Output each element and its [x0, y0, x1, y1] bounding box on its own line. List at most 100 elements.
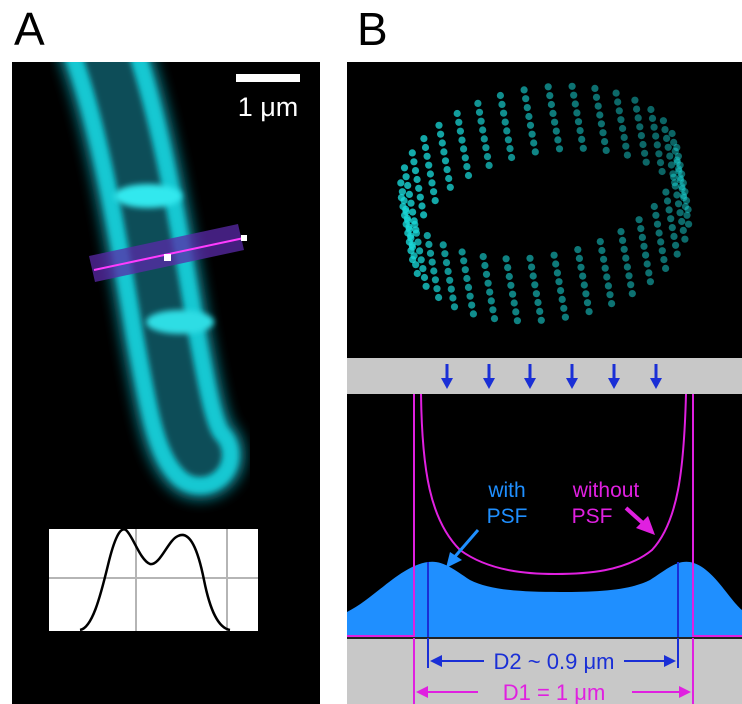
- cylinder-dot: [551, 118, 559, 126]
- with-psf-profile: [347, 561, 742, 638]
- cylinder-dot: [638, 233, 647, 241]
- cylinder-dot: [656, 159, 665, 167]
- cylinder-dot: [684, 205, 692, 214]
- cylinder-dot: [652, 132, 660, 140]
- cylinder-dot: [682, 197, 691, 205]
- cylinder-dot: [530, 139, 538, 147]
- cylinder-dot: [643, 260, 651, 268]
- cylinder-dot: [437, 130, 445, 138]
- cylinder-dot: [633, 105, 641, 113]
- cylinder-dot-model: [397, 82, 693, 325]
- cylinder-dot: [574, 246, 582, 254]
- cylinder-dot: [668, 129, 676, 138]
- intensity-profile-curve: [79, 528, 231, 632]
- cylinder-dot: [398, 188, 406, 196]
- illumination-band: [347, 358, 742, 394]
- line-end-handle[interactable]: [241, 235, 247, 241]
- scale-bar: [236, 74, 300, 82]
- without-psf-profile: [347, 393, 742, 637]
- cylinder-dot: [504, 264, 512, 272]
- cylinder-dot: [552, 260, 560, 268]
- cylinder-dot: [425, 161, 433, 169]
- cylinder-dot: [523, 104, 531, 112]
- cylinder-dot: [410, 252, 418, 260]
- cylinder-dot: [468, 301, 476, 309]
- cylinder-dot: [617, 228, 625, 236]
- cylinder-dot: [678, 170, 686, 178]
- cylinder-dot: [673, 191, 681, 199]
- cylinder-dot: [671, 179, 679, 187]
- cylinder-dot: [423, 232, 431, 240]
- cylinder-dot: [413, 269, 421, 278]
- cylinder-dot: [420, 135, 428, 143]
- cylinder-dot: [601, 264, 609, 272]
- cylinder-dot: [531, 281, 539, 289]
- cylinder-dot: [520, 86, 528, 94]
- cylinder-dot: [614, 98, 622, 106]
- cylinder-dot: [440, 148, 448, 156]
- cylinder-dot: [650, 123, 658, 131]
- panel-a-letter: A: [14, 3, 45, 55]
- cylinder-dot: [444, 267, 452, 275]
- cylinder-dot: [419, 265, 427, 273]
- cylinder-dot: [560, 304, 568, 312]
- cylinder-dot: [678, 217, 686, 226]
- cylinder-dot: [446, 183, 454, 191]
- cylinder-dot: [484, 279, 492, 287]
- cylinder-dot: [475, 108, 484, 116]
- cylinder-dot: [597, 120, 606, 128]
- d2-dimension-arrow: [430, 655, 676, 667]
- cylinder-dot: [411, 167, 420, 175]
- cylinder-dot: [409, 208, 417, 216]
- cylinder-dot: [479, 253, 487, 261]
- cylinder-dot: [639, 140, 647, 149]
- cylinder-dot: [665, 206, 673, 214]
- cylinder-dot: [674, 152, 683, 160]
- cylinder-dot: [585, 308, 593, 316]
- cylinder-dot: [677, 176, 685, 184]
- cylinder-dot: [510, 299, 518, 307]
- cylinder-dot: [442, 259, 451, 267]
- d1-label: D1 = 1 μm: [503, 680, 606, 704]
- cylinder-dot: [431, 276, 439, 284]
- cylinder-dot: [479, 126, 487, 134]
- cylinder-dot: [671, 182, 679, 190]
- line-midpoint-handle[interactable]: [164, 254, 171, 261]
- cylinder-dot: [641, 149, 649, 157]
- cylinder-dot: [634, 114, 642, 122]
- cylinder-dot: [653, 141, 661, 149]
- cylinder-dot: [681, 202, 690, 211]
- cylinder-dot: [449, 294, 457, 302]
- cylinder-dot: [658, 167, 666, 176]
- cylinder-dot: [453, 109, 461, 118]
- cylinder-dot: [623, 263, 632, 271]
- cylinder-dot: [655, 229, 663, 237]
- cylinder-dot: [466, 292, 474, 300]
- cylinder-dot: [496, 91, 504, 100]
- cylinder-dot: [623, 151, 632, 159]
- cylinder-dot: [463, 274, 471, 283]
- cylinder-dot: [498, 100, 506, 108]
- cylinder-dot: [400, 164, 409, 172]
- cylinder-dot: [583, 299, 592, 307]
- cylinder-dot: [673, 143, 681, 152]
- cylinder-dot: [662, 264, 670, 272]
- cylinder-dot: [531, 148, 539, 156]
- cylinder-dot: [408, 149, 416, 157]
- cylinder-dot: [546, 92, 554, 100]
- line-profile-selection[interactable]: [89, 224, 247, 282]
- cylinder-dot: [594, 102, 602, 110]
- cylinder-dot: [674, 200, 683, 208]
- cylinder-dot: [482, 270, 491, 278]
- cylinder-dot: [575, 254, 584, 262]
- cylinder-dot: [558, 295, 566, 303]
- cylinder-dot: [608, 300, 616, 308]
- cylinder-dot: [404, 216, 412, 224]
- cylinder-dot: [554, 136, 562, 144]
- cylinder-dot: [483, 153, 492, 161]
- cylinder-dot: [489, 306, 497, 314]
- cylinder-dot: [631, 96, 639, 104]
- cylinder-dot: [490, 315, 499, 323]
- cylinder-dot: [438, 139, 446, 147]
- cylinder-dot: [671, 147, 679, 155]
